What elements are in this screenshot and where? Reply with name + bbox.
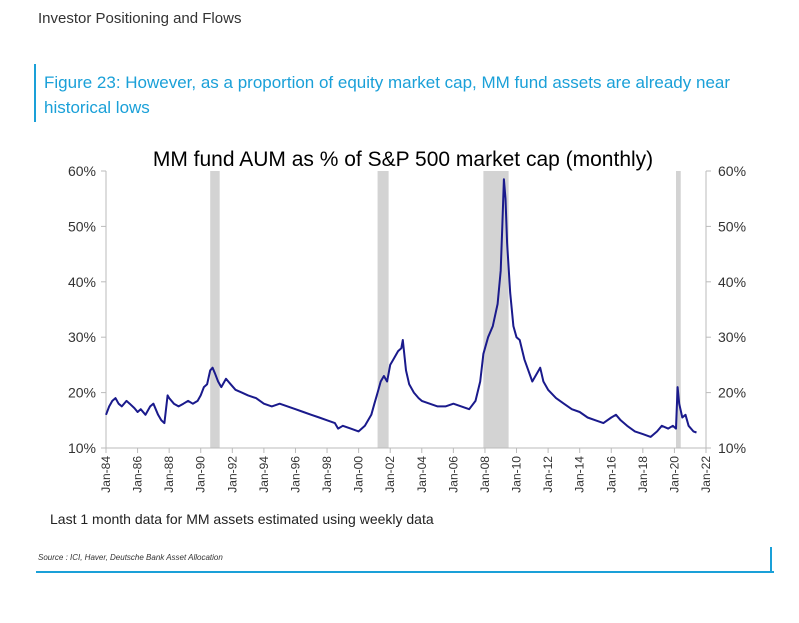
- y-tick-label-left: 50%: [68, 218, 96, 234]
- x-tick-label: Jan-98: [320, 456, 334, 493]
- figure-title: Figure 23: However, as a proportion of e…: [44, 73, 731, 117]
- y-tick-label-right: 10%: [718, 440, 746, 456]
- recession-band: [210, 171, 220, 448]
- chart-axes: [101, 170, 711, 453]
- x-tick-label: Jan-16: [604, 456, 618, 493]
- x-tick-label: Jan-90: [194, 456, 208, 493]
- recession-bands: [210, 171, 681, 448]
- figure-right-rule: [770, 547, 772, 573]
- series-line: [105, 178, 697, 438]
- recession-band: [377, 171, 389, 448]
- y-tick-label-right: 60%: [718, 163, 746, 179]
- footnote: Last 1 month data for MM assets estimate…: [50, 511, 434, 527]
- y-tick-label-left: 20%: [68, 385, 96, 401]
- x-tick-label: Jan-86: [131, 456, 145, 493]
- y-tick-label-left: 60%: [68, 163, 96, 179]
- figure-bottom-rule: [36, 571, 774, 573]
- source-note: Source : ICI, Haver, Deutsche Bank Asset…: [38, 553, 223, 562]
- x-tick-label: Jan-20: [667, 456, 681, 493]
- y-tick-label-left: 30%: [68, 329, 96, 345]
- tick-labels: 10% 10% 20% 20% 30% 30% 40% 40% 50% 50% 60% 60% Jan-…: [68, 163, 746, 493]
- x-tick-label: Jan-92: [225, 456, 239, 493]
- x-tick-label: Jan-88: [162, 456, 176, 493]
- section-header: Investor Positioning and Flows: [38, 10, 242, 27]
- x-tick-label: Jan-08: [478, 456, 492, 493]
- x-tick-label: Jan-10: [510, 456, 524, 493]
- x-tick-label: Jan-00: [352, 456, 366, 493]
- x-tick-label: Jan-22: [699, 456, 713, 493]
- x-tick-label: Jan-04: [415, 456, 429, 493]
- x-tick-label: Jan-94: [257, 456, 271, 493]
- y-tick-label-left: 10%: [68, 440, 96, 456]
- x-tick-label: Jan-06: [446, 456, 460, 493]
- chart-title: MM fund AUM as % of S&P 500 market cap (…: [153, 148, 653, 171]
- y-tick-label-right: 50%: [718, 218, 746, 234]
- x-tick-label: Jan-96: [288, 456, 302, 493]
- x-tick-label: Jan-84: [99, 456, 113, 493]
- y-tick-label-right: 30%: [718, 329, 746, 345]
- figure-accent-rule: [34, 64, 36, 122]
- x-tick-label: Jan-02: [383, 456, 397, 493]
- x-tick-label: Jan-14: [573, 456, 587, 493]
- y-tick-label-right: 20%: [718, 385, 746, 401]
- x-tick-label: Jan-12: [541, 456, 555, 493]
- y-tick-label-left: 40%: [68, 274, 96, 290]
- y-tick-label-right: 40%: [718, 274, 746, 290]
- recession-band: [676, 171, 681, 448]
- x-tick-label: Jan-18: [636, 456, 650, 493]
